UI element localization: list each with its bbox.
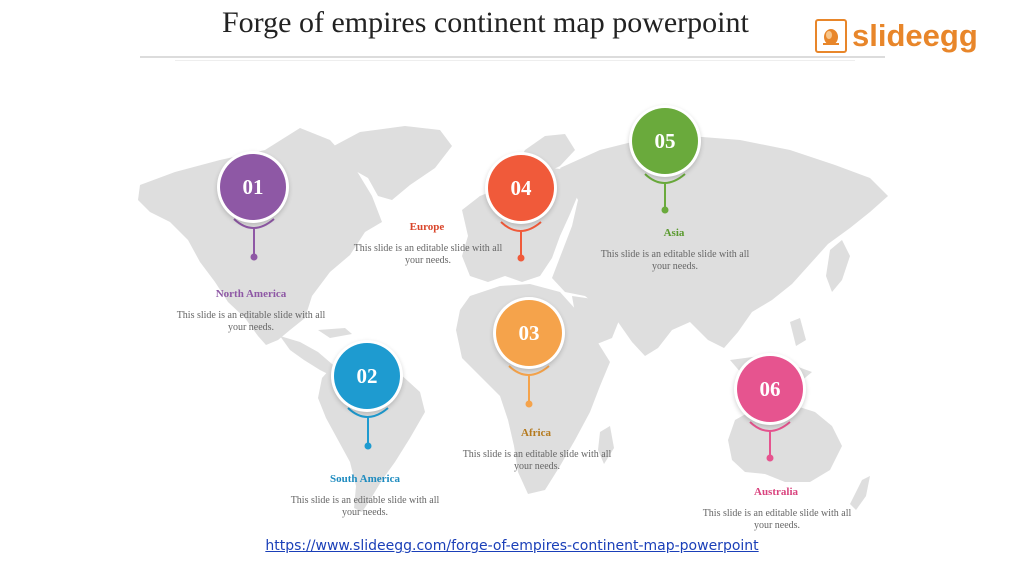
desc-north-america: This slide is an editable slide with all… (176, 310, 326, 333)
marker-02: 02 (334, 343, 400, 409)
uk-shape (468, 196, 486, 232)
pin-asia (644, 173, 686, 214)
caribbean-shape (318, 328, 352, 338)
label-australia: Australia (754, 486, 798, 498)
title-divider (140, 56, 885, 58)
desc-south-america: This slide is an editable slide with all… (290, 495, 440, 518)
label-europe: Europe (409, 221, 445, 233)
slideegg-logo: slideegg (815, 16, 978, 56)
label-asia: Asia (663, 227, 685, 239)
japan-shape (826, 240, 850, 292)
philippines-shape (790, 318, 806, 346)
pin-europe (500, 221, 542, 262)
desc-australia: This slide is an editable slide with all… (702, 508, 852, 531)
pin-north-america (233, 218, 275, 261)
central-america-shape (280, 336, 342, 378)
marker-06: 06 (737, 356, 803, 422)
marker-05: 05 (632, 108, 698, 174)
greenland-shape (330, 126, 452, 200)
desc-asia: This slide is an editable slide with all… (600, 249, 750, 272)
source-link[interactable]: https://www.slideegg.com/forge-of-empire… (265, 538, 759, 554)
pin-south-america (347, 407, 389, 450)
slide-title: Forge of empires continent map powerpoin… (222, 6, 749, 39)
title-divider-secondary (175, 60, 855, 61)
madagascar-shape (598, 426, 614, 464)
new-zealand-shape (850, 476, 870, 510)
label-north-america: North America (215, 288, 287, 300)
africa-shape (456, 284, 610, 494)
egg-logo-icon (815, 19, 847, 53)
marker-01: 01 (220, 154, 286, 220)
desc-africa: This slide is an editable slide with all… (462, 449, 612, 472)
australia-shape (728, 404, 842, 482)
label-south-america: South America (330, 473, 400, 485)
label-africa: Africa (521, 427, 551, 439)
asia-shape (552, 136, 888, 356)
north-america-shape (138, 128, 382, 345)
pin-africa (508, 365, 550, 408)
logo-text: slideegg (852, 18, 978, 53)
pin-australia (749, 421, 791, 462)
desc-europe: This slide is an editable slide with all… (353, 243, 503, 266)
marker-03: 03 (496, 300, 562, 366)
marker-04: 04 (488, 155, 554, 221)
